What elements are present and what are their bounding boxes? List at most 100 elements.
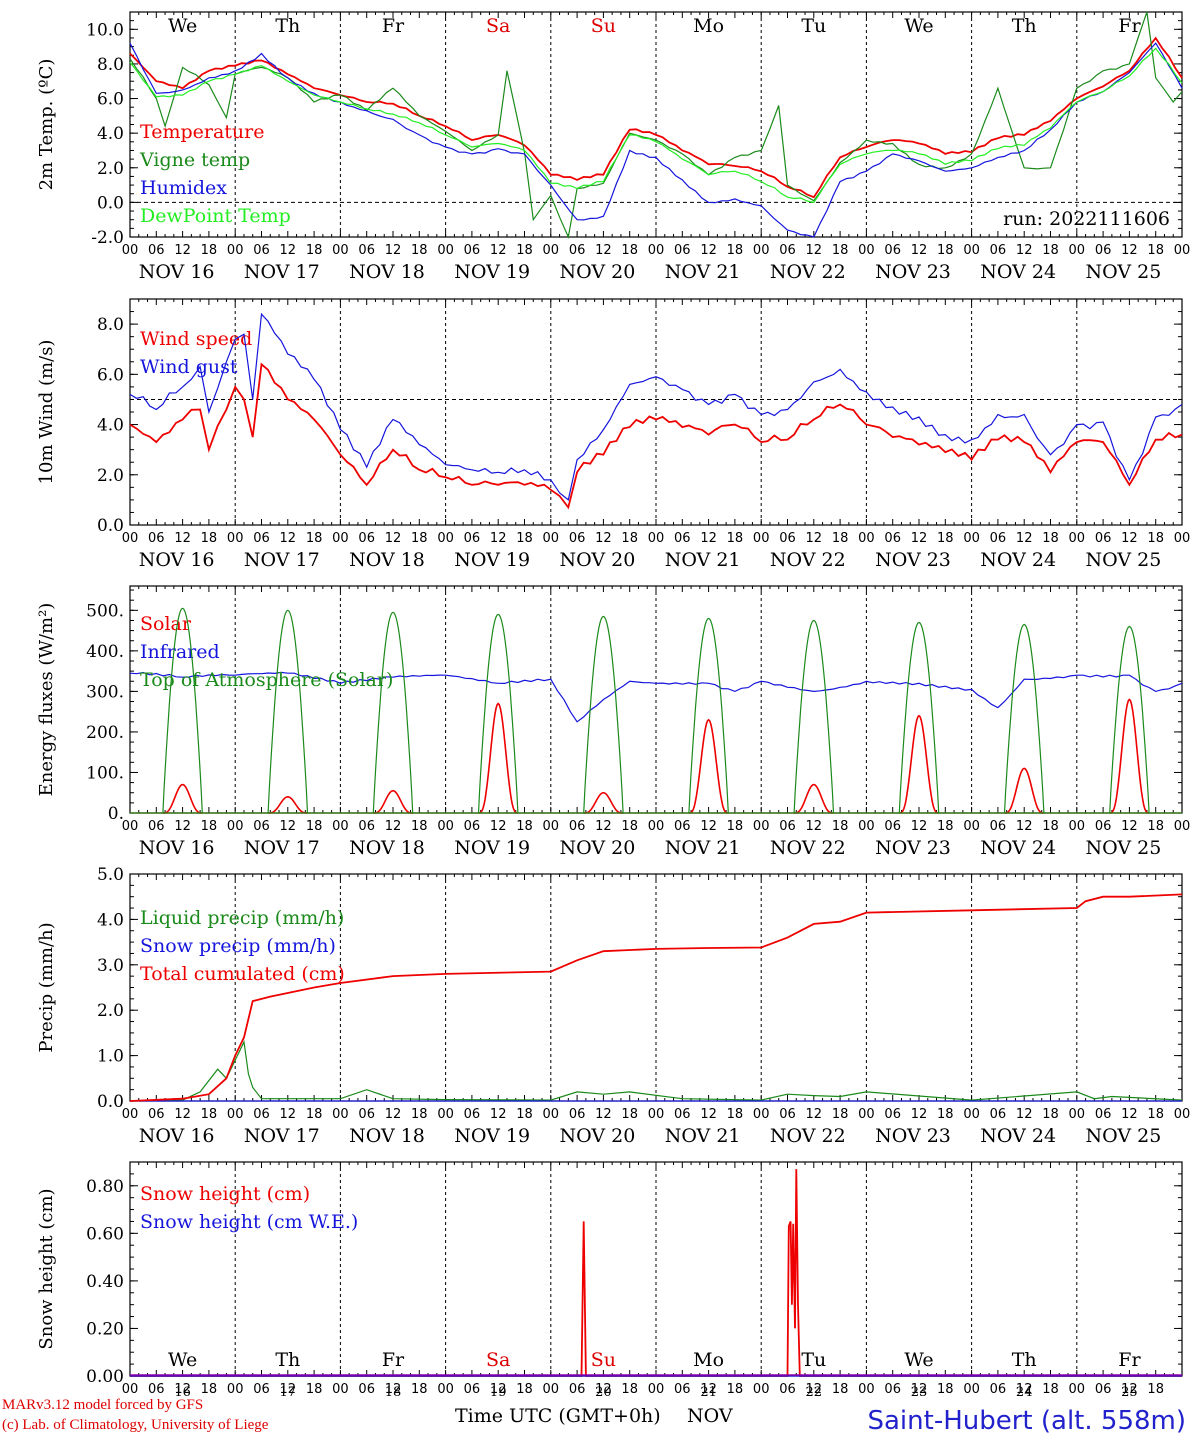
hour-tick-label: 18 — [937, 531, 954, 546]
day-number-label: 24 — [1016, 1385, 1033, 1400]
hour-tick-label: 00 — [122, 531, 139, 546]
legend-wind-gust: Wind gust — [140, 356, 238, 378]
hour-tick-label: 12 — [174, 531, 191, 546]
hour-tick-label: 18 — [201, 1107, 218, 1122]
hour-tick-label: 18 — [621, 1107, 638, 1122]
hour-tick-label: 12 — [911, 819, 928, 834]
hour-tick-label: 00 — [1069, 819, 1086, 834]
hour-tick-label: 06 — [253, 1107, 270, 1122]
lab-credit: (c) Lab. of Climatology, University of L… — [2, 1416, 268, 1434]
hour-tick-label: 12 — [1016, 243, 1033, 258]
hour-tick-label: 06 — [464, 819, 481, 834]
hour-tick-label: 00 — [1069, 531, 1086, 546]
hour-tick-label: 12 — [1016, 531, 1033, 546]
hour-tick-label: 12 — [385, 819, 402, 834]
hour-tick-label: 06 — [148, 531, 165, 546]
hour-tick-label: 00 — [753, 1382, 770, 1397]
legend-total-cumulated-cm-: Total cumulated (cm) — [140, 963, 345, 985]
hour-tick-label: 00 — [332, 531, 349, 546]
weekday-label: Tu — [801, 15, 826, 37]
hour-tick-label: 06 — [464, 243, 481, 258]
weekday-label: Fr — [1118, 1349, 1141, 1371]
hour-tick-label: 12 — [280, 819, 297, 834]
date-label: NOV 23 — [875, 261, 951, 283]
hour-tick-label: 12 — [911, 531, 928, 546]
hour-tick-label: 00 — [543, 1382, 560, 1397]
hour-tick-label: 18 — [516, 1382, 533, 1397]
hour-tick-label: 06 — [253, 1382, 270, 1397]
hour-tick-label: 00 — [437, 243, 454, 258]
model-credit: MARv3.12 model forced by GFS — [2, 1396, 203, 1414]
hour-tick-label: 00 — [963, 531, 980, 546]
hour-tick-label: 00 — [437, 819, 454, 834]
y-axis-label: 10m Wind (m/s) — [36, 340, 57, 485]
hour-tick-label: 18 — [937, 819, 954, 834]
date-label: NOV 18 — [349, 261, 425, 283]
hour-tick-label: 12 — [174, 1107, 191, 1122]
y-axis-label: Energy fluxes (W/m²) — [36, 603, 57, 797]
hour-tick-label: 18 — [1042, 1107, 1059, 1122]
hour-tick-label: 18 — [727, 243, 744, 258]
date-label: NOV 16 — [139, 261, 215, 283]
hour-tick-label: 18 — [621, 243, 638, 258]
hour-tick-label: 06 — [464, 531, 481, 546]
hour-tick-label: 00 — [437, 1382, 454, 1397]
hour-tick-label: 18 — [1042, 819, 1059, 834]
weekday-label: Th — [275, 15, 300, 37]
series-vigne-temp — [130, 12, 1182, 237]
legend-snow-height-cm-w-e-: Snow height (cm W.E.) — [140, 1211, 358, 1233]
hour-tick-label: 06 — [779, 243, 796, 258]
hour-tick-label: 18 — [411, 1382, 428, 1397]
hour-tick-label: 18 — [937, 1382, 954, 1397]
date-label: NOV 16 — [139, 1125, 215, 1147]
y-tick-label: 4.0 — [97, 124, 124, 144]
y-axis-label: Precip (mm/h) — [36, 922, 57, 1052]
date-label: NOV 25 — [1085, 549, 1161, 571]
hour-tick-label: 18 — [727, 531, 744, 546]
y-tick-label: 0.00 — [86, 1367, 124, 1387]
hour-tick-label: 00 — [1174, 819, 1191, 834]
y-tick-label: 0.0 — [97, 193, 124, 213]
y-tick-label: 300. — [86, 682, 124, 702]
hour-tick-label: 06 — [674, 531, 691, 546]
y-tick-label: 1.0 — [97, 1047, 124, 1067]
day-number-label: 22 — [806, 1385, 823, 1400]
series-top-of-atmosphere-solar--day-10 — [1110, 627, 1149, 814]
hour-tick-label: 06 — [358, 1107, 375, 1122]
hour-tick-label: 18 — [1147, 531, 1164, 546]
y-tick-label: 0.0 — [97, 1092, 124, 1112]
hour-tick-label: 06 — [990, 1382, 1007, 1397]
hour-tick-label: 12 — [1016, 819, 1033, 834]
hour-tick-label: 18 — [516, 819, 533, 834]
series-top-of-atmosphere-solar--day-3 — [373, 612, 412, 813]
hour-tick-label: 12 — [806, 1107, 823, 1122]
hour-tick-label: 00 — [332, 1107, 349, 1122]
hour-tick-label: 00 — [1174, 531, 1191, 546]
y-tick-label: 0.80 — [86, 1177, 124, 1197]
hour-tick-label: 18 — [832, 1107, 849, 1122]
hour-tick-label: 06 — [464, 1382, 481, 1397]
hour-tick-label: 06 — [990, 1107, 1007, 1122]
hour-tick-label: 06 — [884, 243, 901, 258]
hour-tick-label: 12 — [700, 243, 717, 258]
date-label: NOV 19 — [454, 837, 530, 859]
hour-tick-label: 06 — [884, 819, 901, 834]
weekday-label: Fr — [382, 15, 405, 37]
hour-tick-label: 18 — [411, 243, 428, 258]
legend-snow-height-cm-: Snow height (cm) — [140, 1183, 310, 1205]
hour-tick-label: 12 — [806, 243, 823, 258]
date-label: NOV 17 — [244, 1125, 320, 1147]
hour-tick-label: 06 — [674, 1382, 691, 1397]
hour-tick-label: 18 — [1042, 1382, 1059, 1397]
hour-tick-label: 18 — [832, 1382, 849, 1397]
weekday-label: Th — [275, 1349, 300, 1371]
hour-tick-label: 00 — [437, 531, 454, 546]
hour-tick-label: 06 — [569, 1382, 586, 1397]
hour-tick-label: 00 — [648, 819, 665, 834]
hour-tick-label: 18 — [306, 531, 323, 546]
hour-tick-label: 12 — [490, 531, 507, 546]
legend-infrared: Infrared — [140, 641, 220, 663]
hour-tick-label: 12 — [1121, 243, 1138, 258]
hour-tick-label: 06 — [148, 1107, 165, 1122]
hour-tick-label: 00 — [332, 243, 349, 258]
